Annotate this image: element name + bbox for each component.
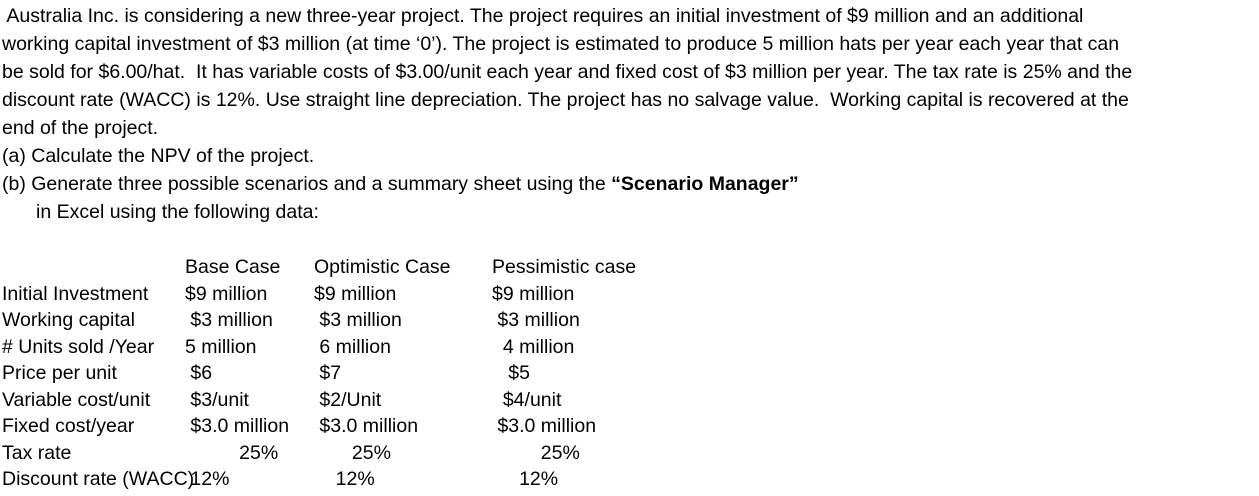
table-row: Working capital $3 million $3 million $3… bbox=[2, 307, 702, 334]
problem-line-4: discount rate (WACC) is 12%. Use straigh… bbox=[2, 89, 1129, 111]
row-label: Price per unit bbox=[2, 362, 117, 384]
table-body: Initial Investment $9 million $9 million $9… bbox=[2, 281, 702, 493]
cell-base: $3.0 million bbox=[185, 415, 290, 437]
row-label: Working capital bbox=[2, 309, 135, 331]
cell-optimistic: $7 bbox=[314, 362, 342, 384]
cell-base: $9 million bbox=[185, 282, 268, 305]
cell-optimistic: 6 million bbox=[314, 335, 391, 358]
problem-line-2: working capital investment of $3 million… bbox=[2, 33, 1120, 55]
row-label: Variable cost/unit bbox=[2, 388, 151, 411]
table-header-row: Base Case Optimistic Case Pessimistic ca… bbox=[2, 254, 702, 281]
problem-line-3: be sold for $6.00/hat. It has variable c… bbox=[2, 61, 1133, 83]
problem-line-1: Australia Inc. is considering a new thre… bbox=[2, 5, 1084, 27]
part-b-line2: in Excel using the following data: bbox=[36, 201, 319, 223]
cell-optimistic: $3.0 million bbox=[314, 415, 419, 437]
table-row: Price per unit $6 $7 $5 bbox=[2, 360, 702, 387]
cell-base: $3/unit bbox=[185, 388, 249, 411]
row-label: Fixed cost/year bbox=[2, 415, 135, 437]
table-row: Fixed cost/year $3.0 million $3.0 millio… bbox=[2, 413, 702, 440]
part-b: (b) Generate three possible scenarios an… bbox=[2, 170, 1252, 198]
header-pessimistic: Pessimistic case bbox=[492, 256, 637, 278]
cell-pessimistic: 4 million bbox=[492, 335, 575, 358]
part-b-bold: “Scenario Manager” bbox=[611, 173, 799, 195]
cell-optimistic: 25% bbox=[314, 441, 391, 464]
table-row: Initial Investment $9 million $9 million $9… bbox=[2, 281, 702, 308]
cell-pessimistic: $3.0 million bbox=[492, 415, 597, 437]
cell-pessimistic: $5 bbox=[492, 362, 530, 384]
cell-base: 25% bbox=[185, 441, 279, 464]
header-base: Base Case bbox=[185, 256, 281, 278]
cell-pessimistic: $9 million bbox=[492, 282, 575, 305]
problem-line-5: end of the project. bbox=[2, 117, 159, 139]
row-label: Tax rate bbox=[2, 441, 72, 464]
part-a: (a) Calculate the NPV of the project. bbox=[2, 145, 315, 167]
cell-base: 5 million bbox=[185, 335, 257, 358]
row-label: # Units sold /Year bbox=[2, 335, 155, 358]
cell-base: $3 million bbox=[185, 309, 273, 331]
cell-optimistic: $9 million bbox=[314, 282, 397, 305]
cell-optimistic: 12% bbox=[314, 468, 375, 490]
scenario-table: Base Case Optimistic Case Pessimistic ca… bbox=[2, 254, 702, 493]
cell-base: 12% bbox=[185, 468, 230, 490]
cell-pessimistic: 25% bbox=[492, 441, 580, 464]
cell-base: $6 bbox=[185, 362, 213, 384]
cell-optimistic: $3 million bbox=[314, 309, 402, 331]
table-row: Tax rate 25% 25% 25% bbox=[2, 440, 702, 467]
cell-pessimistic: $4/unit bbox=[492, 388, 562, 411]
table-row: Discount rate (WACC) 12% 12% 12% bbox=[2, 466, 702, 493]
cell-pessimistic: $3 million bbox=[492, 309, 580, 331]
cell-pessimistic: 12% bbox=[492, 468, 559, 490]
row-label: Discount rate (WACC) bbox=[2, 468, 195, 490]
cell-optimistic: $2/Unit bbox=[314, 388, 382, 411]
table-row: # Units sold /Year 5 million 6 million 4 … bbox=[2, 334, 702, 361]
part-b-prefix: (b) Generate three possible scenarios an… bbox=[2, 173, 612, 195]
problem-text: Australia Inc. is considering a new thre… bbox=[2, 2, 1252, 226]
header-optimistic: Optimistic Case bbox=[314, 256, 451, 278]
row-label: Initial Investment bbox=[2, 282, 149, 305]
table-row: Variable cost/unit $3/unit $2/Unit $4/un… bbox=[2, 387, 702, 414]
